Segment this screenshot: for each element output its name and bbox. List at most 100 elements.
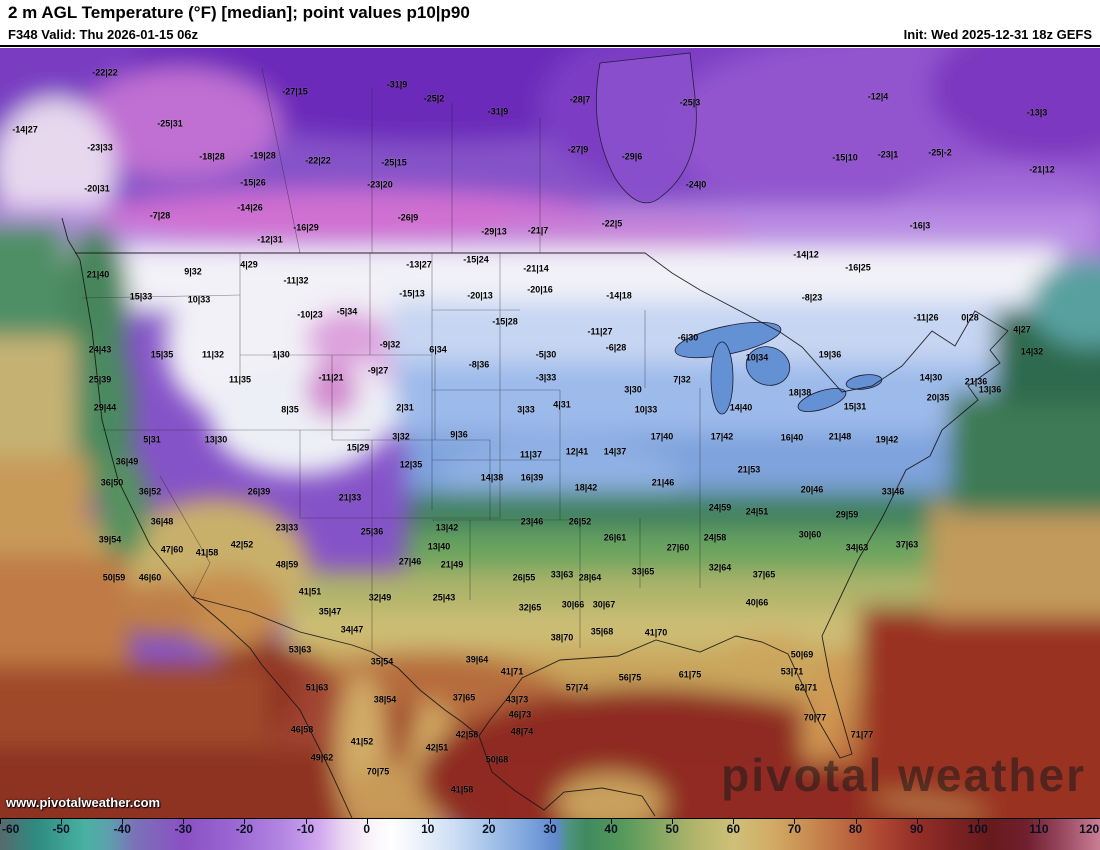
colorbar-tick bbox=[672, 819, 674, 824]
point-value: 3|32 bbox=[392, 431, 410, 442]
colorbar-tick-label: 0 bbox=[363, 822, 370, 836]
point-value: -25|15 bbox=[381, 157, 407, 168]
point-value: -16|25 bbox=[845, 262, 871, 273]
point-value: 30|67 bbox=[592, 599, 616, 610]
point-value: -16|29 bbox=[293, 222, 319, 233]
point-value: 26|61 bbox=[603, 532, 627, 543]
point-value: 12|35 bbox=[399, 459, 423, 470]
point-value: 21|36 bbox=[964, 376, 988, 387]
point-value: 14|40 bbox=[729, 402, 753, 413]
point-value: 11|32 bbox=[201, 349, 225, 360]
point-value: 37|65 bbox=[452, 692, 476, 703]
website-url-label: www.pivotalweather.com bbox=[6, 795, 161, 810]
point-value: -14|18 bbox=[606, 290, 632, 301]
map-title: 2 m AGL Temperature (°F) [median]; point… bbox=[8, 3, 470, 22]
point-value: 41|58 bbox=[450, 784, 474, 795]
colorbar-tick bbox=[0, 819, 1, 824]
colorbar-tick-label: 40 bbox=[604, 822, 618, 836]
point-value: 27|46 bbox=[398, 556, 422, 567]
point-value: -11|32 bbox=[283, 275, 309, 286]
colorbar-tick-label: 50 bbox=[665, 822, 679, 836]
point-value: 34|63 bbox=[845, 542, 869, 553]
colorbar-tick bbox=[733, 819, 735, 824]
point-value: 42|58 bbox=[455, 729, 479, 740]
point-value: -16|3 bbox=[909, 220, 931, 231]
point-value: 36|49 bbox=[115, 456, 139, 467]
point-value: 0|28 bbox=[961, 312, 979, 323]
point-value: -11|26 bbox=[913, 312, 939, 323]
point-value: 35|54 bbox=[370, 656, 394, 667]
point-value: -23|1 bbox=[877, 149, 899, 160]
point-value: 11|35 bbox=[228, 374, 252, 385]
point-value: 37|65 bbox=[752, 569, 776, 580]
point-value: 41|58 bbox=[195, 547, 219, 558]
point-value: 30|66 bbox=[561, 599, 585, 610]
point-value: 4|31 bbox=[553, 399, 571, 410]
point-value: 16|39 bbox=[520, 472, 544, 483]
point-value: 21|53 bbox=[737, 464, 761, 475]
point-value: 30|60 bbox=[798, 529, 822, 540]
point-value: 46|58 bbox=[290, 724, 314, 735]
point-value: 62|71 bbox=[794, 682, 818, 693]
point-value: 70|75 bbox=[366, 766, 390, 777]
point-value: -20|13 bbox=[467, 290, 493, 301]
point-value: 14|32 bbox=[1020, 346, 1044, 357]
colorbar-tick-label: 100 bbox=[967, 822, 988, 836]
point-value: 41|70 bbox=[644, 627, 668, 638]
point-value: 14|38 bbox=[480, 472, 504, 483]
point-value: 3|30 bbox=[624, 384, 642, 395]
point-value: 21|46 bbox=[651, 477, 675, 488]
point-value: 2|31 bbox=[396, 402, 414, 413]
point-value: -3|33 bbox=[535, 372, 557, 383]
point-value: 5|31 bbox=[143, 434, 161, 445]
point-value: 53|71 bbox=[780, 666, 804, 677]
point-value: 10|33 bbox=[187, 294, 211, 305]
colorbar-tick bbox=[550, 819, 551, 824]
point-value: -21|7 bbox=[527, 225, 549, 236]
point-value: 23|33 bbox=[275, 522, 299, 533]
point-value: 13|42 bbox=[435, 522, 459, 533]
point-value: -21|12 bbox=[1029, 164, 1055, 175]
point-value: 15|31 bbox=[843, 401, 867, 412]
point-value: -6|28 bbox=[605, 342, 627, 353]
colorbar-tick bbox=[488, 819, 490, 824]
point-value: -7|28 bbox=[149, 210, 171, 221]
point-value: 21|40 bbox=[86, 269, 110, 280]
point-value: -15|13 bbox=[399, 288, 425, 299]
point-value: -10|23 bbox=[297, 309, 323, 320]
point-value: -22|22 bbox=[92, 67, 118, 78]
point-value: -25|31 bbox=[157, 118, 183, 129]
point-value: 48|59 bbox=[275, 559, 299, 570]
point-value: 35|47 bbox=[318, 606, 342, 617]
point-value: 25|43 bbox=[432, 592, 456, 603]
point-value: 20|35 bbox=[926, 392, 950, 403]
point-value: 15|29 bbox=[346, 442, 370, 453]
point-value: 3|33 bbox=[517, 404, 535, 415]
point-value: 41|71 bbox=[500, 666, 524, 677]
point-value: -24|0 bbox=[685, 179, 707, 190]
point-value: -31|9 bbox=[487, 106, 509, 117]
point-value: -12|4 bbox=[867, 91, 889, 102]
colorbar-tick bbox=[61, 819, 63, 824]
point-value: 10|34 bbox=[745, 352, 769, 363]
point-value: 9|36 bbox=[450, 429, 468, 440]
point-value: 12|41 bbox=[565, 446, 589, 457]
point-value: 43|73 bbox=[505, 694, 529, 705]
valid-time-label: F348 Valid: Thu 2026-01-15 06z bbox=[8, 27, 199, 42]
point-value: -25|3 bbox=[679, 97, 701, 108]
colorbar-tick-label: -60 bbox=[2, 822, 20, 836]
point-value: 15|35 bbox=[150, 349, 174, 360]
point-value: 39|64 bbox=[465, 654, 489, 665]
point-value: -5|34 bbox=[336, 306, 358, 317]
point-value: 53|63 bbox=[288, 644, 312, 655]
point-value: -15|24 bbox=[463, 254, 489, 265]
point-value: 40|66 bbox=[745, 597, 769, 608]
colorbar-tick-label: 20 bbox=[482, 822, 496, 836]
coastlines bbox=[61, 217, 1009, 818]
colorbar-tick bbox=[244, 819, 246, 824]
point-value: 27|60 bbox=[666, 542, 690, 553]
point-value: -31|9 bbox=[386, 79, 408, 90]
colorbar-tick bbox=[427, 819, 429, 824]
point-value: 21|49 bbox=[440, 559, 464, 570]
point-value: -11|27 bbox=[587, 326, 613, 337]
